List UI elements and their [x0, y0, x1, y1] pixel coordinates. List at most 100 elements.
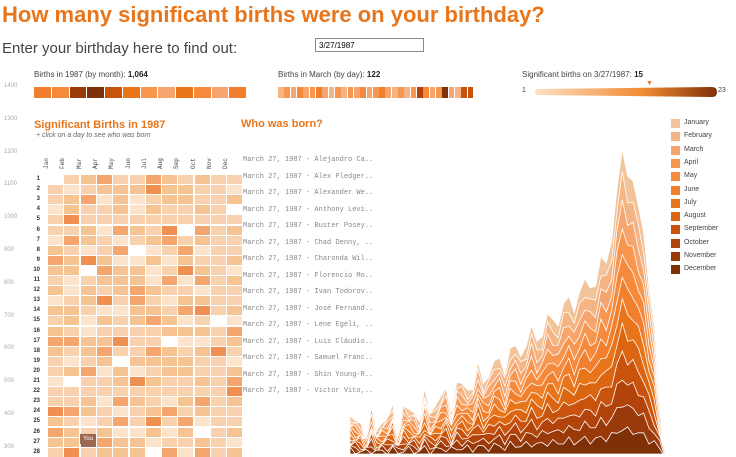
day-cell[interactable] — [227, 286, 243, 296]
day-cell[interactable] — [113, 336, 129, 346]
birthday-input[interactable] — [315, 38, 424, 52]
day-cell[interactable] — [194, 255, 210, 265]
day-cell[interactable] — [64, 195, 80, 205]
day-cell[interactable] — [162, 195, 178, 205]
day-cell[interactable] — [80, 427, 96, 437]
day-cell[interactable] — [96, 205, 112, 215]
day-cell[interactable] — [129, 407, 145, 417]
person-entry[interactable]: March 27, 1987 - Anthony Levi.. — [243, 205, 374, 214]
day-cell[interactable] — [227, 427, 243, 437]
day-cell[interactable] — [64, 235, 80, 245]
day-cell[interactable] — [162, 316, 178, 326]
day-cell[interactable] — [96, 276, 112, 285]
day-cell[interactable] — [194, 215, 210, 225]
month-block[interactable] — [105, 87, 122, 98]
day-cell[interactable] — [96, 417, 112, 427]
day-cell[interactable] — [96, 175, 112, 184]
month-block[interactable] — [122, 87, 140, 98]
day-cell[interactable] — [64, 437, 80, 447]
day-cell[interactable] — [178, 195, 194, 205]
day-cell[interactable] — [64, 366, 80, 376]
day-cell[interactable] — [162, 336, 178, 346]
day-cell[interactable] — [129, 437, 145, 447]
day-cell[interactable] — [80, 417, 96, 427]
day-cell[interactable] — [227, 346, 243, 356]
day-cell[interactable] — [211, 225, 226, 235]
day-cell[interactable] — [145, 286, 161, 296]
day-block[interactable] — [353, 87, 360, 98]
day-cell[interactable] — [113, 417, 129, 427]
day-cell[interactable] — [162, 346, 178, 356]
day-cell[interactable] — [113, 447, 129, 457]
day-cell[interactable] — [96, 326, 112, 336]
day-block[interactable] — [423, 87, 430, 98]
day-cell[interactable] — [211, 417, 226, 427]
day-cell[interactable] — [162, 407, 178, 417]
day-cell[interactable] — [129, 356, 145, 366]
day-cell[interactable] — [48, 447, 63, 457]
person-entry[interactable]: March 27, 1987 - Ivan Todorov.. — [243, 288, 374, 296]
day-cell[interactable] — [96, 346, 112, 356]
day-cell[interactable] — [113, 205, 129, 215]
day-cell[interactable] — [80, 336, 96, 346]
day-cell[interactable] — [64, 397, 80, 407]
day-cell[interactable] — [178, 346, 194, 356]
month-block[interactable] — [51, 87, 69, 98]
day-cell[interactable] — [211, 336, 226, 346]
day-cell[interactable] — [129, 175, 145, 184]
day-cell[interactable] — [145, 255, 161, 265]
day-block[interactable] — [398, 87, 404, 98]
day-cell[interactable] — [48, 195, 63, 205]
day-cell[interactable] — [48, 225, 63, 235]
person-entry[interactable]: March 27, 1987 - Buster Posey.. — [243, 222, 374, 230]
day-cell[interactable] — [129, 447, 145, 457]
day-cell[interactable] — [211, 377, 226, 386]
day-cell[interactable] — [194, 366, 210, 376]
day-cell[interactable] — [145, 397, 161, 407]
day-cell[interactable] — [178, 336, 194, 346]
day-cell[interactable] — [129, 427, 145, 437]
day-cell[interactable] — [80, 346, 96, 356]
day-cell[interactable] — [162, 447, 178, 457]
month-block[interactable] — [176, 87, 193, 98]
day-cell[interactable] — [64, 447, 80, 457]
day-cell[interactable] — [96, 377, 112, 386]
day-cell[interactable] — [80, 316, 96, 326]
day-cell[interactable] — [129, 417, 145, 427]
day-cell[interactable] — [113, 407, 129, 417]
month-block[interactable] — [34, 87, 51, 98]
day-block[interactable] — [404, 87, 411, 98]
day-cell[interactable] — [211, 316, 226, 326]
day-cell[interactable] — [162, 175, 178, 184]
day-cell[interactable] — [227, 336, 243, 346]
day-cell[interactable] — [194, 336, 210, 346]
day-cell[interactable] — [162, 397, 178, 407]
day-block[interactable] — [372, 87, 379, 98]
day-cell[interactable] — [80, 205, 96, 215]
day-cell[interactable] — [162, 417, 178, 427]
day-cell[interactable] — [113, 366, 129, 376]
day-cell[interactable] — [211, 265, 226, 275]
day-cell[interactable] — [64, 265, 80, 275]
day-cell[interactable] — [48, 326, 63, 336]
day-block[interactable] — [436, 87, 442, 98]
day-cell[interactable] — [80, 447, 96, 457]
day-cell[interactable] — [96, 427, 112, 437]
day-cell[interactable] — [129, 346, 145, 356]
day-cell[interactable] — [113, 175, 129, 184]
day-block[interactable] — [429, 87, 436, 98]
day-cell[interactable] — [96, 447, 112, 457]
day-cell[interactable] — [64, 387, 80, 397]
day-cell[interactable] — [194, 447, 210, 457]
day-cell[interactable] — [80, 255, 96, 265]
day-cell[interactable] — [145, 245, 161, 255]
day-cell[interactable] — [211, 407, 226, 417]
day-cell[interactable] — [48, 356, 63, 366]
day-cell[interactable] — [80, 235, 96, 245]
day-cell[interactable] — [211, 205, 226, 215]
month-stripe[interactable] — [34, 87, 247, 98]
day-cell[interactable] — [162, 427, 178, 437]
day-cell[interactable] — [48, 407, 63, 417]
day-cell[interactable] — [64, 356, 80, 366]
day-block[interactable] — [290, 87, 297, 98]
